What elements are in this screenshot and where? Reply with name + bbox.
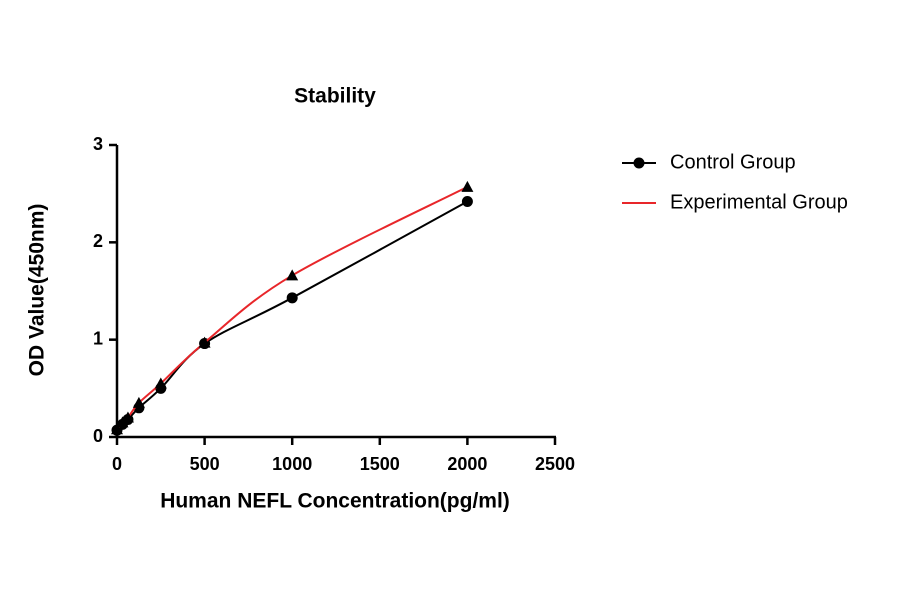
- point: [132, 396, 145, 408]
- legend-label: Experimental Group: [670, 191, 848, 213]
- point: [121, 411, 134, 423]
- point: [111, 423, 123, 435]
- point: [286, 292, 298, 304]
- y-tick-label: 3: [93, 134, 103, 154]
- fit-curve: [116, 200, 468, 431]
- point: [154, 377, 167, 389]
- x-tick-label: 500: [190, 454, 220, 474]
- x-tick-label: 2500: [535, 454, 575, 474]
- chart-title: Stability: [294, 85, 376, 108]
- point: [198, 336, 211, 348]
- x-tick-label: 1500: [360, 454, 400, 474]
- y-axis-label: OD Value(450nm): [26, 204, 49, 377]
- x-tick-label: 0: [112, 454, 122, 474]
- y-tick-label: 1: [93, 328, 103, 348]
- point: [286, 269, 299, 281]
- point: [461, 180, 474, 192]
- x-tick-label: 1000: [272, 454, 312, 474]
- x-tick-label: 2000: [447, 454, 487, 474]
- y-tick-label: 0: [93, 426, 103, 446]
- y-tick-label: 2: [93, 231, 103, 251]
- fit-curve: [116, 185, 468, 430]
- legend-label: Control Group: [670, 151, 796, 173]
- x-axis-label: Human NEFL Concentration(pg/ml): [160, 490, 510, 513]
- legend-marker: [633, 157, 645, 169]
- point: [461, 195, 473, 207]
